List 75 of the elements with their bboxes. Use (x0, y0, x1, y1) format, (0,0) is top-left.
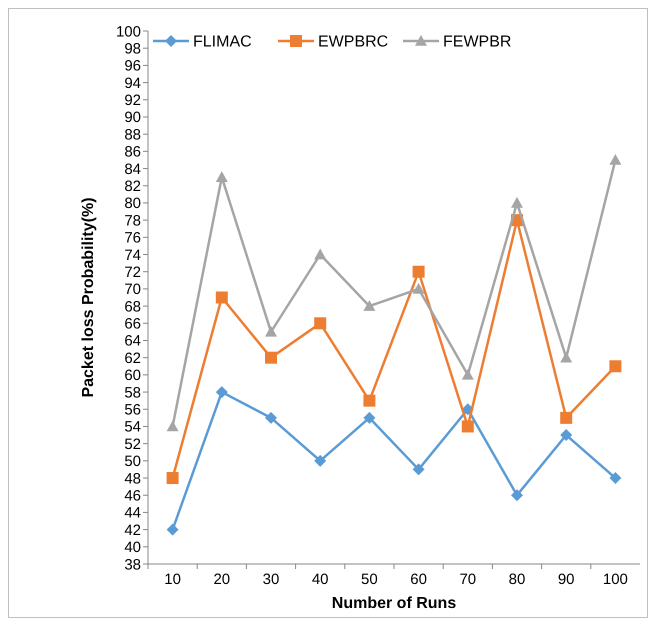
point (511, 489, 523, 502)
y-tick-label: 50 (124, 453, 141, 470)
y-tick-label: 48 (124, 470, 141, 488)
y-tick-label: 46 (124, 487, 141, 504)
x-tick-label: 100 (602, 571, 628, 588)
point (412, 266, 425, 278)
x-tick-label: 90 (558, 571, 575, 588)
y-tick-label: 70 (124, 281, 141, 298)
point (314, 454, 326, 467)
point (166, 472, 179, 484)
x-tick-label: 60 (410, 571, 427, 588)
point (166, 524, 179, 536)
y-tick-label: 60 (124, 367, 141, 384)
y-tick-label: 74 (124, 246, 141, 264)
y-tick-label: 92 (124, 92, 141, 110)
point (462, 368, 474, 380)
point (216, 386, 228, 398)
point (462, 420, 474, 432)
legend-label: EWPBRC (318, 34, 388, 51)
legend-label: FLIMAC (193, 34, 252, 51)
point (412, 282, 425, 294)
point (412, 463, 425, 476)
y-tick-label: 86 (124, 144, 141, 161)
point (216, 292, 228, 304)
y-tick-label: 84 (124, 160, 141, 178)
point (609, 154, 622, 165)
x-tick-label: 30 (262, 571, 280, 588)
point (314, 317, 326, 330)
y-axis-title: Packet loss Probability(%) (80, 197, 97, 398)
y-tick-label: 80 (124, 195, 141, 212)
y-tick-label: 38 (124, 556, 141, 574)
y-tick-label: 90 (124, 109, 141, 126)
y-tick-label: 54 (124, 418, 141, 436)
y-tick-label: 88 (124, 126, 141, 144)
point (166, 420, 179, 432)
point (609, 360, 622, 372)
y-tick-label: 98 (124, 40, 141, 58)
point (314, 248, 326, 260)
y-tick-label: 96 (124, 58, 141, 75)
point (609, 472, 622, 484)
y-tick-label: 56 (124, 402, 141, 419)
x-axis-title: Number of Runs (332, 595, 456, 612)
x-tick-label: 80 (508, 571, 526, 588)
y-tick-label: 64 (124, 332, 141, 350)
point (560, 412, 572, 424)
point (511, 196, 523, 208)
point (265, 352, 277, 364)
y-tick-label: 82 (124, 178, 141, 195)
y-tick-label: 72 (124, 264, 141, 281)
point (363, 412, 376, 424)
x-tick-label: 10 (164, 571, 181, 588)
point (560, 429, 572, 442)
y-tick-label: 52 (124, 436, 141, 453)
y-tick-label: 44 (124, 504, 141, 522)
point (363, 300, 376, 311)
point (265, 326, 277, 337)
point (560, 352, 572, 362)
x-tick-label: 20 (213, 571, 230, 588)
x-tick-label: 50 (361, 571, 378, 588)
y-tick-label: 76 (124, 230, 141, 247)
y-tick-label: 94 (124, 74, 141, 92)
y-tick-label: 58 (124, 384, 141, 402)
x-tick-label: 40 (312, 571, 329, 588)
y-tick-label: 68 (124, 298, 141, 316)
legend-label: FEWPBR (443, 34, 512, 51)
point (265, 412, 277, 424)
y-tick-label: 78 (124, 212, 141, 230)
point (363, 394, 376, 407)
point (216, 171, 228, 182)
x-tick-label: 70 (459, 571, 476, 588)
y-tick-label: 42 (124, 522, 141, 539)
y-tick-label: 62 (124, 350, 141, 367)
y-tick-label: 100 (116, 23, 141, 40)
y-tick-label: 40 (124, 539, 141, 556)
y-tick-label: 66 (124, 316, 141, 333)
